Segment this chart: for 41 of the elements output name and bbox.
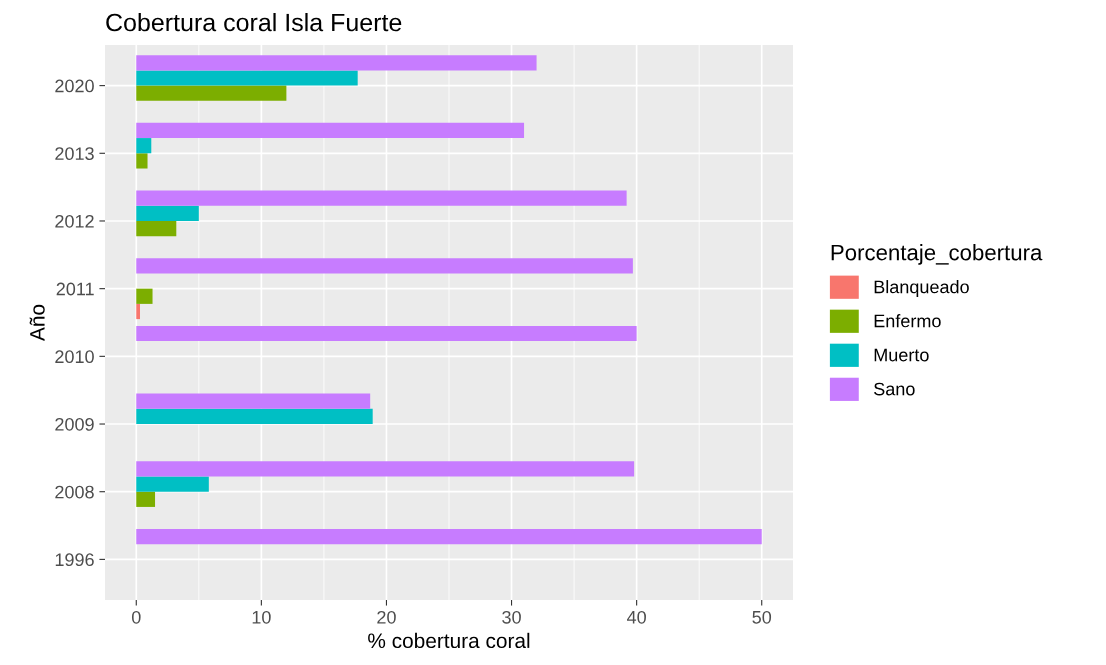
bar: [136, 528, 762, 545]
legend-label: Muerto: [874, 348, 929, 362]
y-tick-label: 2012: [55, 214, 94, 228]
legend-title: Porcentaje_cobertura: [831, 244, 1043, 265]
chart-title: Cobertura coral Isla Fuerte: [106, 12, 402, 32]
y-tick-label: 2008: [55, 485, 94, 499]
bar: [136, 325, 637, 342]
bar: [136, 122, 525, 139]
y-tick-label: 1996: [55, 553, 94, 567]
bar: [136, 491, 156, 507]
y-axis-title: Año: [29, 304, 45, 341]
x-axis-title: % cobertura coral: [368, 632, 530, 649]
bar: [136, 85, 287, 101]
x-tick-label: 10: [252, 610, 271, 624]
bar: [136, 190, 627, 206]
bar: [136, 205, 199, 221]
y-tick-label: 2013: [55, 147, 94, 161]
bar: [136, 138, 152, 154]
bar: [136, 476, 209, 492]
bar: [136, 55, 537, 71]
bar: [136, 258, 633, 274]
bar: [136, 461, 635, 477]
y-tick-label: 2009: [55, 417, 94, 431]
y-tick-label: 2020: [55, 79, 94, 93]
bar: [136, 70, 358, 86]
x-tick-label: 50: [752, 610, 772, 624]
x-tick-label: 20: [377, 610, 396, 624]
bar: [136, 220, 177, 237]
x-tick-label: 30: [502, 610, 521, 624]
bar: [136, 303, 141, 320]
y-tick-label: 2011: [56, 282, 94, 296]
bar: [136, 153, 148, 169]
legend-label: Sano: [874, 382, 915, 396]
bar: [136, 408, 373, 425]
y-tick-label: 2010: [55, 350, 94, 364]
bar: [136, 393, 371, 409]
bar: [136, 288, 153, 304]
x-tick-label: 0: [131, 610, 141, 624]
legend-label: Enfermo: [874, 314, 941, 328]
legend-label: Blanqueado: [874, 280, 969, 297]
x-tick-label: 40: [627, 610, 646, 624]
